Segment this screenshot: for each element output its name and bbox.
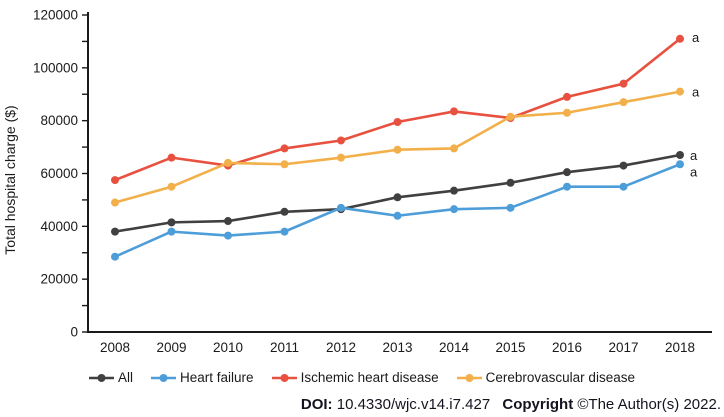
- data-point-ischemic-heart-disease: [337, 136, 345, 145]
- x-tick-label: 2017: [608, 340, 638, 355]
- series-line-ischemic-heart-disease: [113, 37, 682, 182]
- annotation-all: a: [690, 148, 698, 163]
- data-point-heart-failure: [111, 252, 119, 261]
- legend-label-cerebrovascular-disease: Cerebrovascular disease: [485, 370, 635, 385]
- data-point-all: [450, 186, 458, 195]
- data-point-ischemic-heart-disease: [280, 144, 289, 153]
- legend-marker-ischemic-heart-disease-icon: [271, 373, 297, 382]
- x-tick-label: 2011: [270, 340, 299, 355]
- data-point-cerebrovascular-disease: [167, 182, 176, 191]
- data-point-cerebrovascular-disease: [224, 158, 232, 167]
- data-point-ischemic-heart-disease: [393, 117, 402, 126]
- line-chart: 0 20000 40000 60000 80000 100000 120000 2008 200…: [2, 8, 712, 355]
- data-point-heart-failure: [506, 203, 515, 212]
- data-point-all: [167, 218, 176, 227]
- data-point-all: [224, 217, 232, 226]
- data-point-ischemic-heart-disease: [111, 176, 119, 185]
- data-point-heart-failure: [167, 227, 176, 236]
- legend-item-all: All: [88, 370, 133, 385]
- data-point-heart-failure: [676, 160, 684, 169]
- series-line-heart-failure: [113, 162, 682, 259]
- y-tick-label: 20000: [40, 272, 78, 287]
- data-point-heart-failure: [563, 182, 571, 191]
- x-tick-label: 2010: [213, 340, 243, 355]
- x-tick-label: 2013: [382, 340, 412, 355]
- legend-label-ischemic-heart-disease: Ischemic heart disease: [300, 370, 439, 385]
- data-point-ischemic-heart-disease: [450, 107, 458, 116]
- legend-marker-heart-failure-icon: [151, 373, 177, 382]
- x-tick-label: 2016: [552, 340, 582, 355]
- data-point-all: [393, 193, 402, 202]
- data-point-cerebrovascular-disease: [280, 160, 289, 169]
- annotation-ischemic-heart-disease: a: [692, 30, 700, 45]
- data-point-cerebrovascular-disease: [393, 145, 402, 154]
- data-point-all: [619, 161, 628, 170]
- y-tick-label: 120000: [33, 8, 78, 23]
- data-point-ischemic-heart-disease: [167, 153, 176, 162]
- x-tick-label: 2015: [495, 340, 525, 355]
- data-point-all: [280, 207, 289, 216]
- y-tick-label: 40000: [40, 219, 78, 234]
- citation-footer: DOI: 10.4330/wjc.v14.i7.427 Copyright ©T…: [301, 396, 721, 413]
- data-point-all: [506, 178, 515, 187]
- legend-marker-all-icon: [89, 373, 114, 382]
- data-point-heart-failure: [450, 205, 458, 214]
- data-point-all: [111, 227, 119, 236]
- doi-label: DOI:: [300, 396, 333, 413]
- x-tick-label: 2008: [100, 340, 130, 355]
- annotation-heart-failure: a: [690, 164, 698, 179]
- data-point-cerebrovascular-disease: [563, 108, 571, 117]
- y-tick-label: 80000: [40, 113, 78, 128]
- data-point-all: [676, 151, 684, 160]
- data-point-cerebrovascular-disease: [676, 87, 684, 96]
- copyright-value: ©The Author(s) 2022.: [577, 396, 721, 413]
- legend-marker-cerebrovascular-disease-icon: [456, 373, 482, 382]
- data-point-heart-failure: [224, 231, 232, 240]
- legend-item-cerebrovascular-disease: Cerebrovascular disease: [456, 370, 635, 385]
- chart-legend: All Heart failure Ischemic heart disease…: [88, 370, 635, 385]
- x-tick-label: 2009: [156, 340, 186, 355]
- x-tick-label: 2014: [439, 340, 470, 355]
- data-point-heart-failure: [393, 211, 402, 220]
- legend-item-ischemic-heart-disease: Ischemic heart disease: [271, 370, 439, 385]
- x-tick-label: 2012: [326, 340, 356, 355]
- legend-label-all: All: [118, 370, 134, 385]
- legend-item-heart-failure: Heart failure: [150, 370, 254, 385]
- data-point-heart-failure: [280, 227, 289, 236]
- data-point-cerebrovascular-disease: [506, 112, 515, 121]
- y-tick-label: 60000: [40, 166, 78, 181]
- data-point-cerebrovascular-disease: [450, 144, 458, 153]
- annotation-cerebrovascular-disease: a: [692, 85, 700, 100]
- y-tick-label: 100000: [33, 60, 78, 75]
- x-tick-label: 2018: [665, 340, 695, 355]
- data-point-heart-failure: [337, 203, 345, 212]
- legend-label-heart-failure: Heart failure: [180, 370, 254, 385]
- data-point-heart-failure: [619, 182, 628, 191]
- data-point-cerebrovascular-disease: [337, 153, 345, 162]
- data-point-ischemic-heart-disease: [619, 79, 628, 88]
- y-axis-title: Total hospital charge ($): [2, 105, 18, 254]
- data-point-ischemic-heart-disease: [676, 34, 684, 43]
- data-point-cerebrovascular-disease: [619, 98, 628, 107]
- data-point-cerebrovascular-disease: [111, 198, 119, 207]
- doi-value: 10.4330/wjc.v14.i7.427: [336, 396, 491, 413]
- data-point-ischemic-heart-disease: [563, 92, 571, 101]
- copyright-label: Copyright: [502, 396, 574, 413]
- y-tick-label: 0: [70, 325, 78, 340]
- data-point-all: [563, 168, 571, 177]
